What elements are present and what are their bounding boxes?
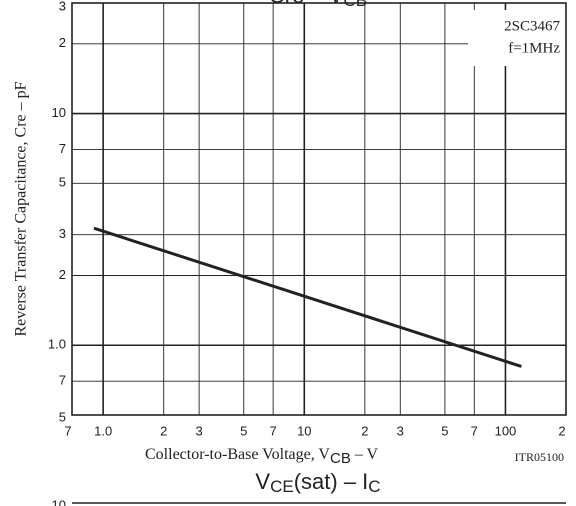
y-tick-label: 3 — [59, 0, 66, 13]
x-tick-label: 7 — [270, 423, 277, 438]
annotation: f=1MHz — [508, 40, 560, 56]
next-chart-title: VCE(sat) – IC — [255, 469, 380, 497]
figure-code: ITR05100 — [515, 450, 564, 464]
x-tick-label: 10 — [297, 423, 311, 438]
text-part: V — [255, 469, 270, 494]
y-tick-label: 7 — [59, 141, 66, 156]
text-part: CB — [343, 0, 367, 10]
data-line — [93, 226, 522, 368]
y-tick-label: 7 — [59, 373, 66, 388]
x-tick-label: 3 — [196, 423, 203, 438]
text-part: Cre – V — [269, 0, 344, 8]
text-part: Collector-to-Base Voltage, V — [145, 446, 330, 463]
x-tick-label: 2 — [361, 423, 368, 438]
y-tick-label: 2 — [59, 267, 66, 282]
y-tick-label: 10 — [52, 105, 66, 120]
chart-title: Cre – VCB — [269, 0, 367, 10]
x-tick-label: 1.0 — [94, 423, 112, 438]
y-axis-label: Reverse Transfer Capacitance, Cre – pF — [13, 81, 30, 336]
y-tick-label: 1.0 — [48, 337, 66, 352]
y-tick-label: 3 — [59, 226, 66, 241]
y-tick-label: 5 — [59, 409, 66, 424]
annotation-box — [468, 10, 565, 66]
x-tick-label: 7 — [64, 423, 71, 438]
annotation: 2SC3467 — [504, 18, 560, 34]
y-tick-label: 2 — [59, 35, 66, 50]
x-tick-label: 3 — [397, 423, 404, 438]
plot-frame — [71, 2, 567, 416]
text-part: C — [368, 477, 380, 496]
x-axis-label: Collector-to-Base Voltage, VCB – V — [145, 446, 379, 467]
x-tick-label: 2 — [558, 423, 565, 438]
x-tick-label: 5 — [240, 423, 247, 438]
text-part: – V — [351, 446, 379, 463]
text-part: CE — [270, 477, 294, 496]
x-tick-label: 2 — [160, 423, 167, 438]
next-chart-tick: 10 — [52, 497, 66, 506]
x-tick-label: 100 — [495, 423, 517, 438]
text-part: (sat) – I — [294, 469, 369, 494]
text-part: CB — [330, 450, 351, 467]
x-tick-label: 5 — [441, 423, 448, 438]
y-tick-label: 5 — [59, 175, 66, 190]
x-tick-label: 7 — [471, 423, 478, 438]
